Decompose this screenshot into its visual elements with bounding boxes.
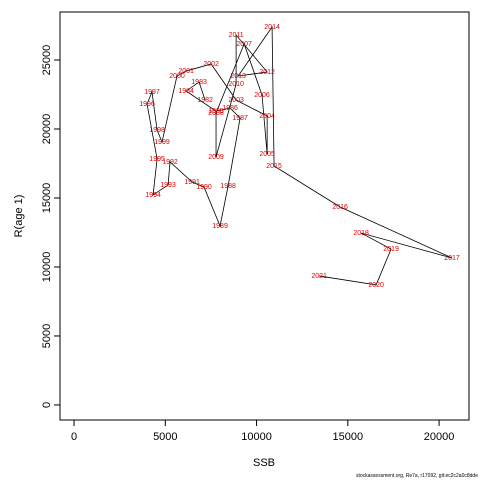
year-label: 1995: [149, 156, 165, 163]
year-label: 2004: [259, 113, 275, 120]
x-tick-label: 0: [71, 431, 77, 443]
year-label: 2000: [169, 73, 185, 80]
year-label: 2020: [368, 282, 384, 289]
year-label: 2008: [208, 110, 224, 117]
year-label: 1986: [222, 105, 238, 112]
year-label: 2009: [208, 154, 224, 161]
year-label: 2001: [178, 68, 194, 75]
year-label: 1999: [154, 139, 170, 146]
y-tick-label: 5000: [41, 324, 53, 348]
year-label: 2013: [230, 73, 246, 80]
year-label: 1988: [220, 183, 236, 190]
year-label: 1984: [178, 88, 194, 95]
year-label: 2017: [444, 255, 460, 262]
year-label: 2019: [383, 246, 399, 253]
y-axis-label: R(age 1): [13, 195, 25, 238]
y-tick-label: 0: [41, 402, 53, 408]
footnote: stockassessment.org, Re7a, r17092, git:e…: [356, 473, 478, 479]
x-tick-label: 10000: [241, 431, 272, 443]
year-label: 2014: [264, 24, 280, 31]
y-tick-label: 10000: [41, 252, 53, 283]
plot-frame: [59, 11, 470, 421]
year-label: 2012: [259, 69, 275, 76]
y-tick-label: 15000: [41, 183, 53, 214]
year-label: 2021: [311, 273, 327, 280]
year-label: 1987: [232, 115, 248, 122]
year-label: 2002: [203, 61, 219, 68]
year-label: 1997: [144, 89, 160, 96]
year-label: 2006: [254, 92, 270, 99]
x-axis-label: SSB: [253, 457, 275, 469]
year-label: 1992: [162, 159, 178, 166]
x-tick-label: 5000: [153, 431, 177, 443]
year-label: 2005: [259, 151, 275, 158]
y-tick-label: 25000: [41, 45, 53, 76]
year-label: 1996: [139, 101, 155, 108]
x-tick-label: 15000: [333, 431, 364, 443]
year-label: 1989: [212, 223, 228, 230]
sr-line: [146, 25, 453, 286]
year-label: 1983: [191, 79, 207, 86]
year-label: 2007: [236, 41, 252, 48]
year-label: 1982: [197, 97, 213, 104]
x-tick-label: 20000: [424, 431, 455, 443]
year-label: 1994: [145, 192, 161, 199]
year-label: 1998: [149, 127, 165, 134]
y-tick-label: 20000: [41, 114, 53, 145]
year-label: 2016: [332, 204, 348, 211]
year-label: 2010: [228, 81, 244, 88]
year-label: 1993: [160, 182, 176, 189]
year-label: 2018: [353, 230, 369, 237]
year-label: 2011: [229, 32, 244, 39]
year-label: 1990: [196, 184, 212, 191]
year-label: 2015: [266, 163, 282, 170]
year-label: 1985: [208, 108, 224, 115]
year-label: 1991: [184, 179, 200, 186]
year-label: 2003: [228, 97, 244, 104]
